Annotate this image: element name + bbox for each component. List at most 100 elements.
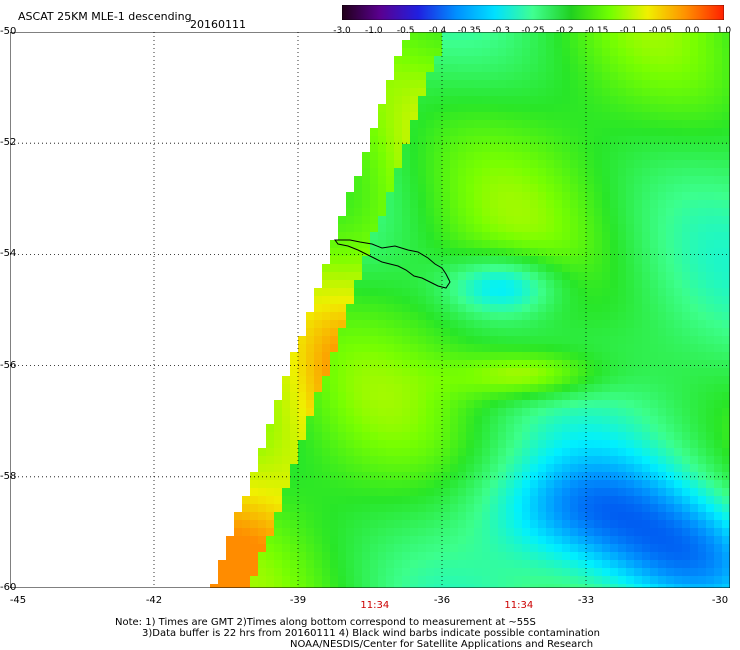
swath-cell [330,432,338,440]
swath-cell [386,200,394,208]
swath-cell [450,232,458,240]
swath-cell [578,464,586,472]
swath-cell [386,496,394,504]
swath-cell [578,528,586,536]
swath-cell [610,280,618,288]
swath-cell [578,312,586,320]
swath-cell [706,472,714,480]
swath-cell [250,520,258,528]
swath-cell [530,88,538,96]
swath-cell [346,280,354,288]
swath-cell [610,56,618,64]
swath-cell [378,160,386,168]
swath-cell [634,416,642,424]
swath-cell [610,536,618,544]
swath-cell [538,504,546,512]
swath-cell [418,528,426,536]
swath-cell [362,464,370,472]
swath-cell [554,464,562,472]
swath-cell [234,584,242,588]
swath-cell [650,64,658,72]
swath-cell [450,248,458,256]
swath-cell [394,160,402,168]
swath-cell [674,576,682,584]
swath-cell [546,360,554,368]
swath-cell [522,384,530,392]
swath-cell [362,568,370,576]
swath-cell [634,440,642,448]
swath-cell [426,480,434,488]
swath-cell [282,408,290,416]
swath-cell [714,88,722,96]
swath-cell [594,320,602,328]
swath-cell [426,208,434,216]
swath-cell [386,192,394,200]
swath-cell [618,576,626,584]
swath-cell [634,280,642,288]
swath-cell [434,240,442,248]
swath-cell [450,32,458,40]
swath-cell [626,168,634,176]
swath-cell [394,392,402,400]
swath-cell [394,408,402,416]
swath-cell [482,168,490,176]
swath-cell [474,248,482,256]
swath-cell [346,296,354,304]
swath-cell [650,384,658,392]
swath-cell [602,120,610,128]
swath-cell [386,352,394,360]
swath-cell [322,568,330,576]
swath-cell [586,304,594,312]
swath-cell [394,96,402,104]
swath-cell [530,336,538,344]
swath-cell [378,272,386,280]
swath-cell [442,104,450,112]
swath-cell [714,328,722,336]
swath-cell [370,232,378,240]
swath-cell [402,424,410,432]
swath-cell [538,208,546,216]
swath-cell [378,504,386,512]
swath-cell [714,400,722,408]
swath-cell [498,184,506,192]
swath-cell [618,528,626,536]
swath-cell [298,424,306,432]
swath-cell [426,120,434,128]
swath-cell [722,160,730,168]
swath-cell [586,120,594,128]
swath-cell [610,408,618,416]
swath-cell [482,88,490,96]
swath-cell [450,80,458,88]
swath-cell [682,336,690,344]
swath-cell [610,200,618,208]
swath-cell [714,368,722,376]
swath-cell [386,464,394,472]
swath-cell [306,552,314,560]
swath-cell [514,304,522,312]
swath-cell [714,464,722,472]
swath-cell [522,256,530,264]
swath-cell [410,328,418,336]
swath-cell [266,504,274,512]
swath-cell [450,184,458,192]
swath-cell [394,320,402,328]
swath-cell [626,144,634,152]
swath-cell [674,48,682,56]
swath-cell [338,480,346,488]
swath-cell [290,480,298,488]
swath-cell [570,584,578,588]
swath-cell [530,464,538,472]
swath-cell [610,240,618,248]
swath-cell [570,368,578,376]
swath-cell [666,192,674,200]
swath-cell [418,312,426,320]
swath-cell [306,560,314,568]
swath-cell [346,256,354,264]
swath-cell [402,504,410,512]
swath-cell [426,152,434,160]
swath-cell [722,312,730,320]
swath-cell [546,272,554,280]
swath-cell [338,296,346,304]
swath-cell [618,448,626,456]
swath-cell [266,584,274,588]
